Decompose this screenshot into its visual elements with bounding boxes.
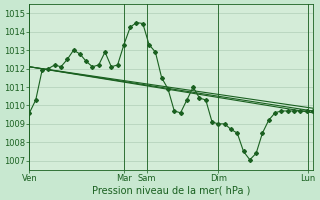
X-axis label: Pression niveau de la mer( hPa ): Pression niveau de la mer( hPa )	[92, 186, 250, 196]
